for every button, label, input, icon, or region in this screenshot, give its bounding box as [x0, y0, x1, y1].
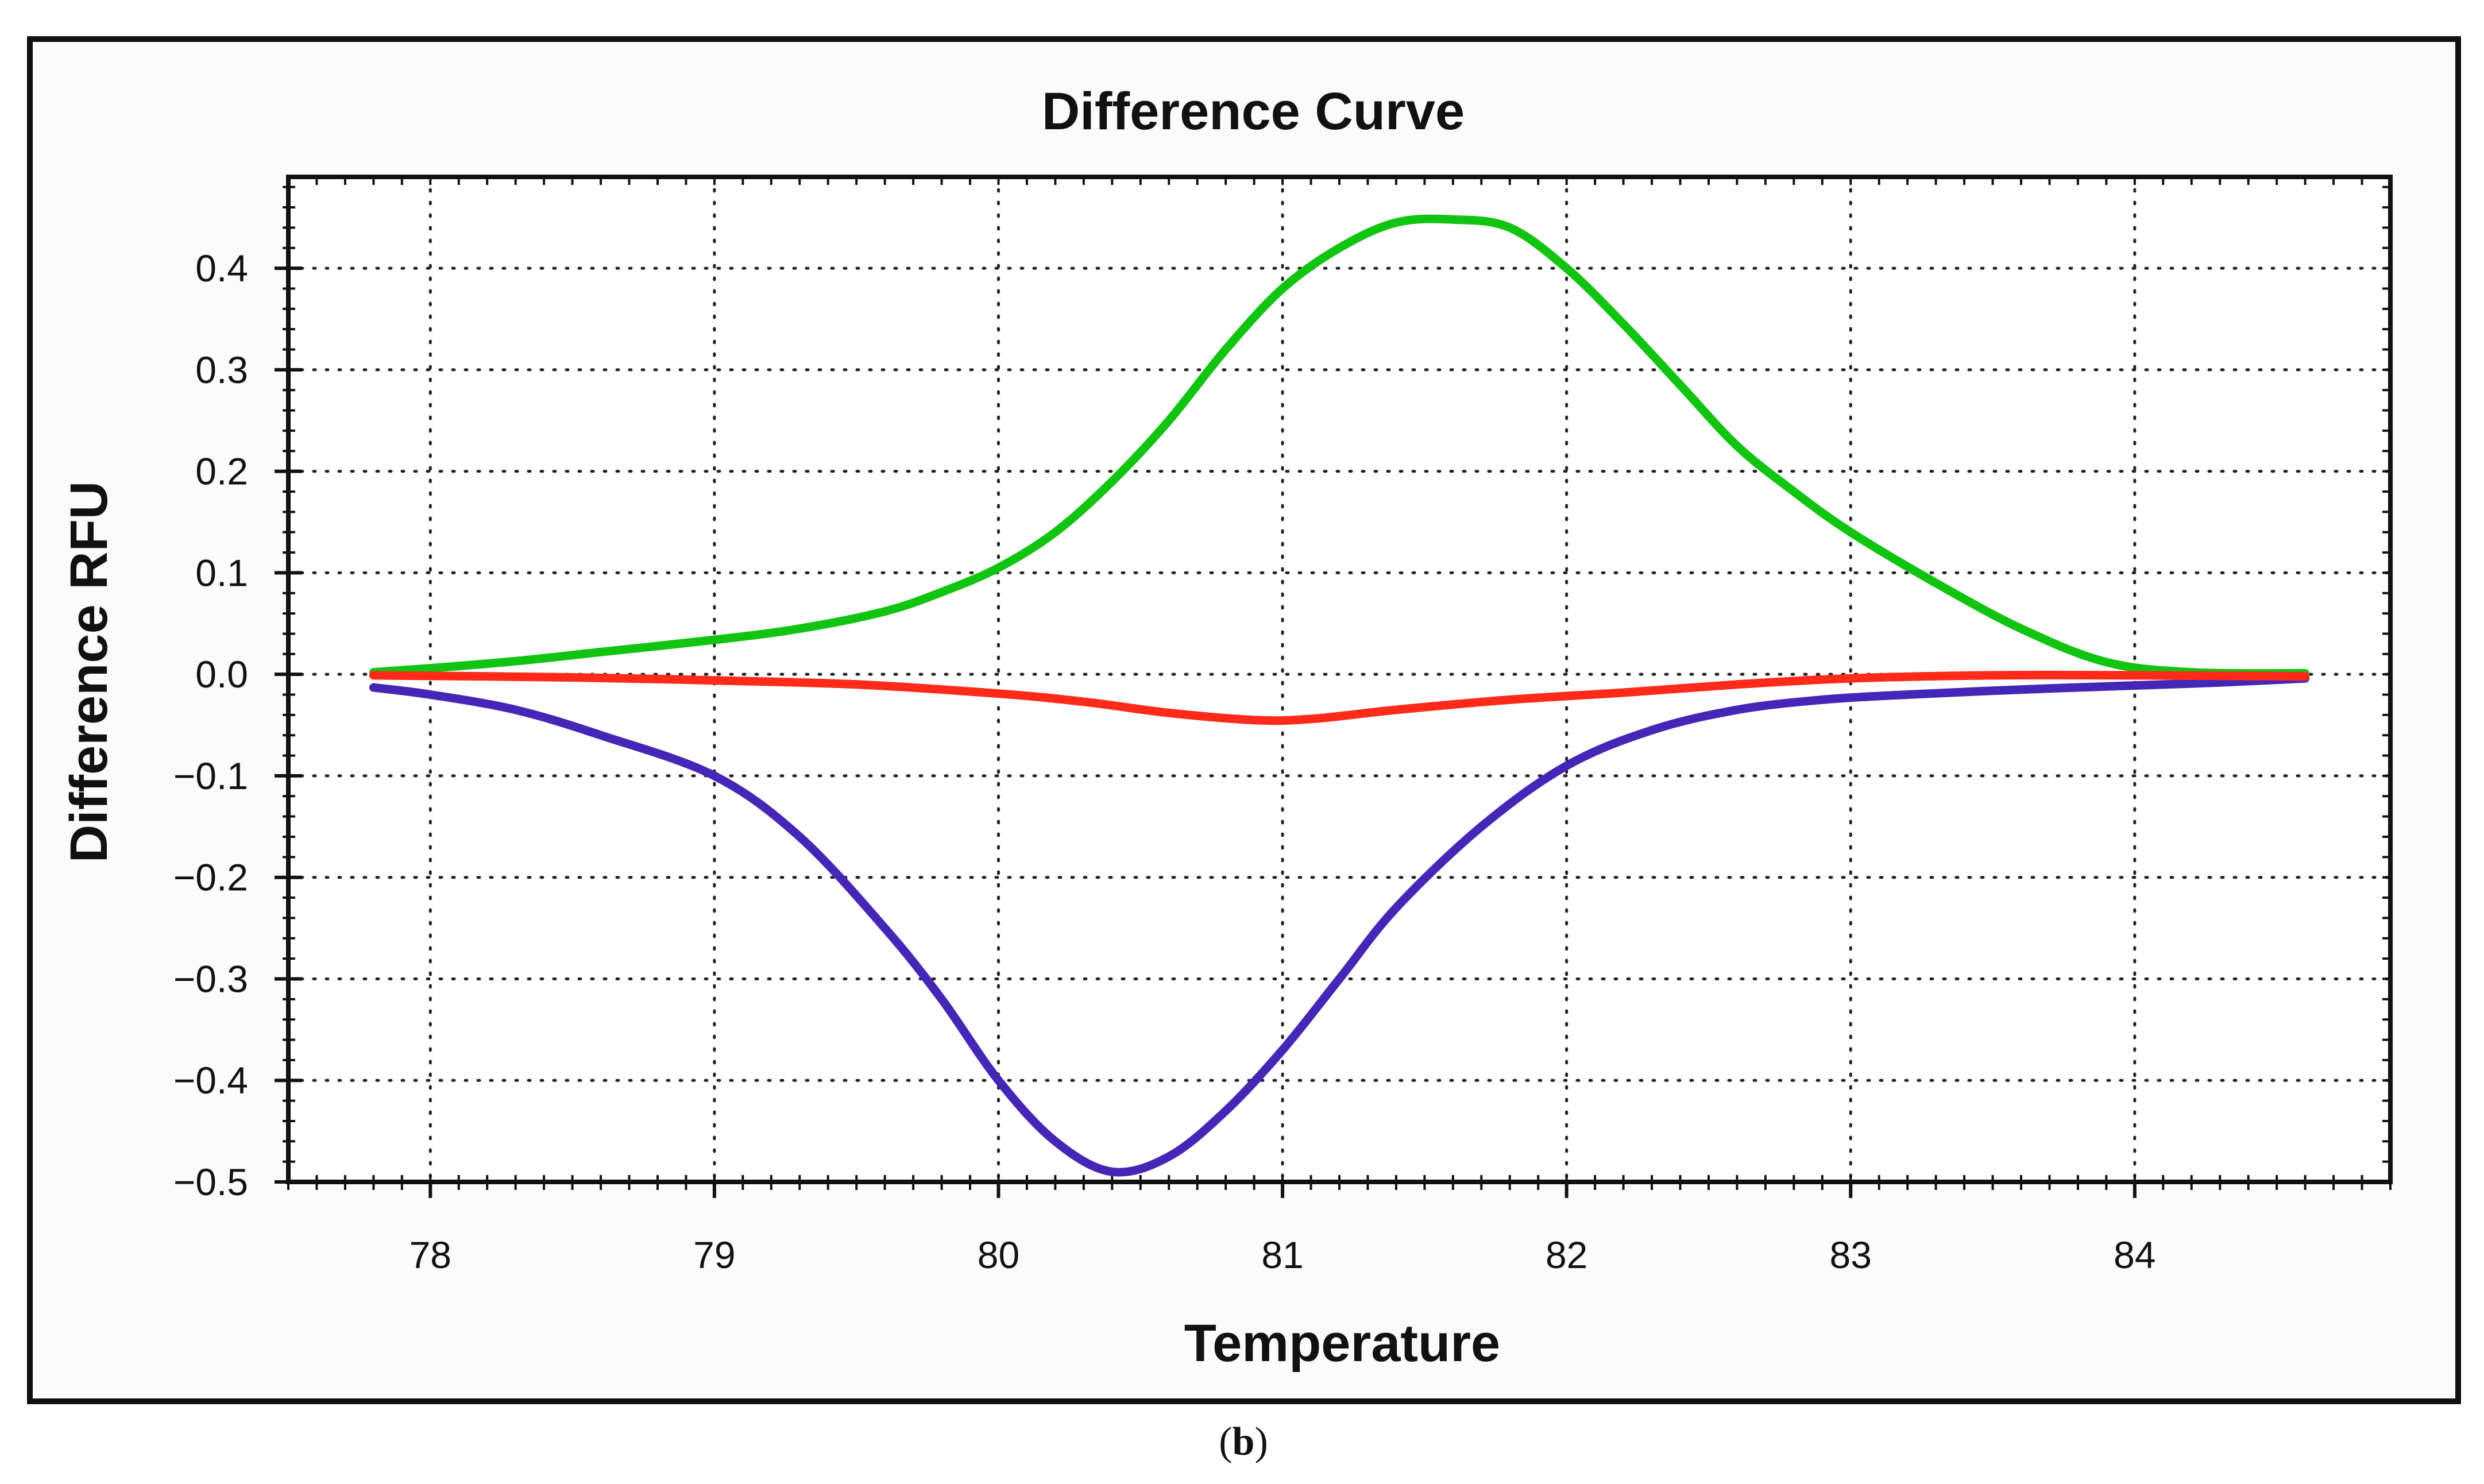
x-tick-label: 83	[1830, 1234, 1872, 1276]
y-tick-label: −0.4	[173, 1059, 248, 1102]
series-blue-line	[369, 674, 2310, 1177]
caption-label: b	[1233, 1420, 1255, 1464]
y-tick-labels: 0.4 0.3 0.2 0.1 0.0 −0.1 −0.2 −0.3 −0.4 −0.5	[173, 247, 248, 1203]
series-red-line	[369, 670, 2310, 725]
x-tick-label: 80	[978, 1234, 1019, 1276]
caption-close: )	[1254, 1420, 1268, 1464]
y-tick-label: 0.3	[195, 349, 248, 391]
chart-title: Difference Curve	[1042, 82, 1465, 141]
y-axis-label: Difference RFU	[60, 481, 118, 863]
x-tick-label: 82	[1546, 1234, 1587, 1276]
x-axis-label: Temperature	[1184, 1314, 1500, 1373]
y-tick-label: 0.0	[195, 653, 248, 695]
x-tick-label: 79	[693, 1234, 735, 1276]
x-tick-label: 84	[2114, 1234, 2155, 1276]
figure-caption: (b)	[1219, 1420, 1268, 1464]
y-tick-label: −0.2	[173, 856, 248, 899]
x-tick-labels: 78 79 80 81 82 83 84	[410, 1234, 2156, 1276]
caption-open: (	[1219, 1420, 1232, 1464]
y-tick-label: −0.3	[173, 957, 248, 1000]
x-tick-label: 78	[410, 1234, 451, 1276]
series-green-line	[369, 214, 2310, 678]
y-tick-label: 0.1	[195, 551, 248, 594]
x-tick-label: 81	[1261, 1234, 1303, 1276]
series-layer	[369, 214, 2310, 1177]
y-tick-label: 0.4	[195, 247, 248, 289]
y-tick-label: −0.1	[173, 755, 248, 797]
y-tick-label: −0.5	[173, 1161, 248, 1203]
y-tick-label: 0.2	[195, 450, 248, 493]
plot-border	[286, 175, 2393, 1184]
